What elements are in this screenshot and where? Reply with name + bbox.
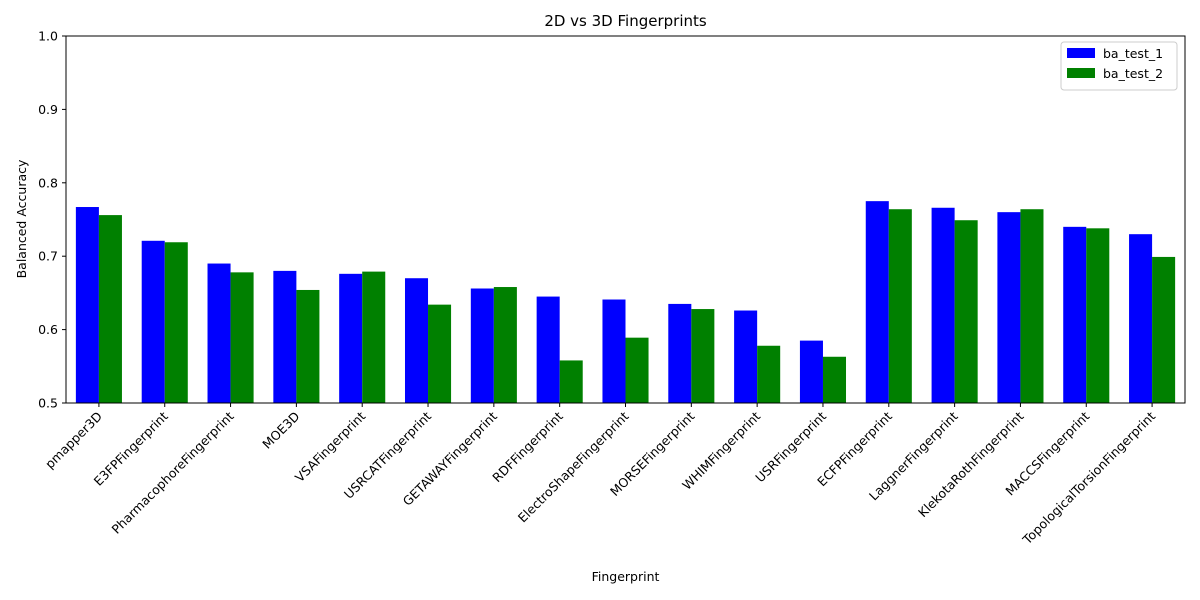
bar-ba_test_2-15 bbox=[1086, 228, 1110, 403]
bar-ba_test_2-11 bbox=[822, 356, 847, 403]
legend-label-ba_test_2: ba_test_2 bbox=[1103, 66, 1163, 81]
chart-title: 2D vs 3D Fingerprints bbox=[544, 12, 707, 30]
x-tick-label-0: pmapper3D bbox=[42, 409, 105, 472]
bar-ba_test_1-10 bbox=[734, 310, 758, 403]
y-tick-label-4: 0.9 bbox=[38, 102, 58, 117]
x-axis-label: Fingerprint bbox=[592, 569, 660, 584]
bar-ba_test_1-12 bbox=[865, 201, 889, 403]
bar-ba_test_1-3 bbox=[273, 270, 297, 403]
y-tick-label-0: 0.5 bbox=[38, 396, 58, 411]
bar-ba_test_2-4 bbox=[362, 271, 386, 403]
x-tick-label-4: VSAFingerprint bbox=[292, 408, 368, 484]
bar-ba_test_1-11 bbox=[799, 340, 823, 403]
bar-ba_test_2-10 bbox=[757, 345, 781, 403]
bar-ba_test_1-15 bbox=[1063, 226, 1087, 403]
bar-ba_test_1-13 bbox=[931, 207, 955, 403]
bar-ba_test_2-13 bbox=[954, 220, 978, 403]
legend-label-ba_test_1: ba_test_1 bbox=[1103, 46, 1163, 61]
bar-ba_test_1-2 bbox=[207, 263, 231, 403]
x-tick-label-8: ElectroShapeFingerprint bbox=[515, 408, 632, 525]
bar-ba_test_2-12 bbox=[888, 209, 912, 403]
legend-swatch-ba_test_2 bbox=[1067, 68, 1095, 78]
bar-ba_test_2-5 bbox=[428, 304, 452, 403]
bar-ba_test_2-2 bbox=[230, 272, 254, 403]
x-tick-label-7: RDFFingerprint bbox=[489, 408, 566, 485]
x-tick-label-2: PharmacophoreFingerprint bbox=[108, 408, 236, 536]
bar-ba_test_2-8 bbox=[625, 337, 649, 403]
bar-ba_test_1-7 bbox=[536, 296, 560, 403]
plot-area: 0.50.60.70.80.91.0pmapper3DE3FPFingerpri… bbox=[38, 29, 1186, 548]
bar-ba_test_1-16 bbox=[1129, 234, 1153, 403]
x-tick-label-3: MOE3D bbox=[259, 409, 302, 452]
bar-ba_test_1-6 bbox=[470, 288, 494, 403]
bar-ba_test_1-4 bbox=[339, 273, 363, 403]
bar-ba_test_1-8 bbox=[602, 299, 626, 403]
bar-ba_test_2-7 bbox=[559, 360, 583, 403]
bar-ba_test_2-9 bbox=[691, 309, 715, 403]
bar-ba_test_2-6 bbox=[493, 287, 517, 403]
bar-ba_test_1-0 bbox=[75, 207, 99, 403]
legend-swatch-ba_test_1 bbox=[1067, 48, 1095, 58]
bar-ba_test_1-5 bbox=[404, 278, 429, 403]
bar-ba_test_2-1 bbox=[164, 242, 188, 403]
legend: ba_test_1 ba_test_2 bbox=[1060, 41, 1178, 91]
x-tick-label-11: USRFingerprint bbox=[752, 408, 829, 485]
bar-ba_test_2-16 bbox=[1152, 256, 1176, 403]
x-tick-label-14: KlekotaRothFingerprint bbox=[915, 408, 1027, 520]
y-tick-label-1: 0.6 bbox=[38, 322, 58, 337]
bar-ba_test_2-14 bbox=[1020, 209, 1044, 403]
bar-ba_test_2-0 bbox=[98, 215, 122, 403]
y-tick-label-2: 0.7 bbox=[38, 249, 58, 264]
x-tick-label-16: TopologicalTorsionFingerprint bbox=[1019, 408, 1158, 547]
y-axis-label: Balanced Accuracy bbox=[14, 159, 29, 278]
bar-ba_test_1-9 bbox=[668, 303, 692, 403]
bar-ba_test_1-14 bbox=[997, 212, 1021, 403]
bar-ba_test_2-3 bbox=[296, 289, 320, 403]
y-tick-label-3: 0.8 bbox=[38, 175, 58, 190]
y-tick-label-5: 1.0 bbox=[38, 29, 58, 44]
bar-ba_test_1-1 bbox=[141, 240, 165, 403]
